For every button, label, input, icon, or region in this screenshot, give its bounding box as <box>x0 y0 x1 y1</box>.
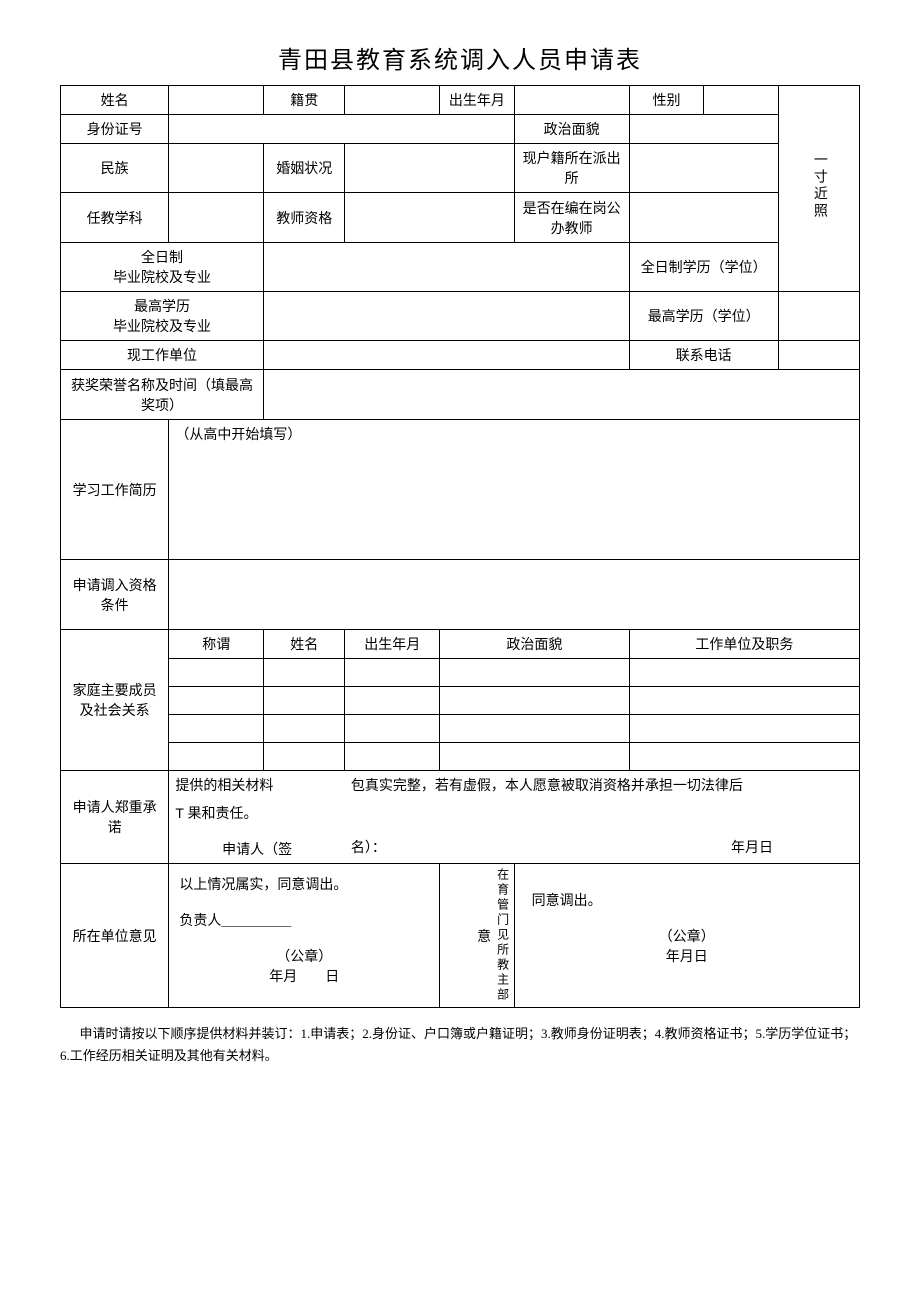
value-teachercert[interactable] <box>345 193 514 243</box>
dept-date: 年月日 <box>666 950 708 965</box>
unit-seal: （公章） <box>276 950 332 965</box>
form-title: 青田县教育系统调入人员申请表 <box>60 40 860 75</box>
value-id[interactable] <box>169 115 514 144</box>
label-resume: 学习工作简历 <box>61 420 169 560</box>
label-id: 身份证号 <box>61 115 169 144</box>
photo-slot: 一寸近照 <box>778 86 859 292</box>
value-unit[interactable] <box>264 341 630 370</box>
value-phone[interactable] <box>778 341 859 370</box>
submission-notes: 申请时请按以下顺序提供材料并装订：1.申请表；2.身份证、户口簿或户籍证明；3.… <box>60 1023 860 1067</box>
promise-text: 包真实完整，若有虚假，本人愿意被取消资格并承担一切法律后 <box>345 771 860 800</box>
application-form: 姓名 籍贯 出生年月 性别 一寸近照 身份证号 政治面貌 民族 婚姻状况 现户籍… <box>60 85 860 1008</box>
label-fampol: 政治面貌 <box>440 630 630 659</box>
label-unit: 现工作单位 <box>61 341 264 370</box>
label-teachercert: 教师资格 <box>264 193 345 243</box>
table-row[interactable] <box>169 687 264 715</box>
value-police[interactable] <box>629 144 778 193</box>
label-public: 是否在编在岗公办教师 <box>514 193 629 243</box>
table-row[interactable] <box>169 715 264 743</box>
value-marital[interactable] <box>345 144 514 193</box>
value-native[interactable] <box>345 86 440 115</box>
label-famname: 姓名 <box>264 630 345 659</box>
promise-text2: T 果和责任。 申请人（签 <box>169 799 345 864</box>
dept-opinion-text: 同意调出。 <box>532 894 602 909</box>
label-ethnic: 民族 <box>61 144 169 193</box>
label-highest-school: 最高学历 毕业院校及专业 <box>61 292 264 341</box>
promise-pre: 提供的相关材料 <box>169 771 345 800</box>
unit-date: 年月 日 <box>269 970 339 985</box>
table-row[interactable] <box>169 743 264 771</box>
value-ethnic[interactable] <box>169 144 264 193</box>
unit-opinion-box[interactable]: 以上情况属实，同意调出。 负责人＿＿＿＿＿ （公章） 年月 日 <box>169 864 440 1008</box>
value-birth[interactable] <box>514 86 629 115</box>
label-relation: 称谓 <box>169 630 264 659</box>
value-highest-school[interactable] <box>264 292 630 341</box>
label-unit-opinion: 所在单位意见 <box>61 864 169 1008</box>
label-dept-opinion: 意 在育管门见所教主部 <box>440 864 514 1008</box>
label-awards: 获奖荣誉名称及时间（填最高奖项） <box>61 370 264 420</box>
value-political[interactable] <box>629 115 778 144</box>
value-fulltime-school[interactable] <box>264 243 630 292</box>
value-gender[interactable] <box>704 86 778 115</box>
value-subject[interactable] <box>169 193 264 243</box>
value-name[interactable] <box>169 86 264 115</box>
label-phone: 联系电话 <box>629 341 778 370</box>
dept-seal: （公章） <box>659 930 715 945</box>
label-fulltime-school: 全日制 毕业院校及专业 <box>61 243 264 292</box>
label-family: 家庭主要成员及社会关系 <box>61 630 169 771</box>
label-birth: 出生年月 <box>440 86 514 115</box>
label-highest-degree: 最高学历（学位） <box>629 292 778 341</box>
dept-opinion-box[interactable]: 同意调出。 （公章） 年月日 <box>514 864 859 1008</box>
value-resume[interactable]: （从高中开始填写） <box>169 420 860 560</box>
label-subject: 任教学科 <box>61 193 169 243</box>
label-native: 籍贯 <box>264 86 345 115</box>
label-marital: 婚姻状况 <box>264 144 345 193</box>
table-row[interactable] <box>169 659 264 687</box>
resume-hint: （从高中开始填写） <box>175 428 301 443</box>
label-fulltime-degree: 全日制学历（学位） <box>629 243 778 292</box>
unit-manager: 负责人＿＿＿＿＿ <box>179 914 291 929</box>
value-qualification[interactable] <box>169 560 860 630</box>
label-qualification: 申请调入资格条件 <box>61 560 169 630</box>
value-public[interactable] <box>629 193 778 243</box>
promise-sign: 名）： 年月日 <box>345 799 860 864</box>
label-police: 现户籍所在派出所 <box>514 144 629 193</box>
label-fambirth: 出生年月 <box>345 630 440 659</box>
label-political: 政治面貌 <box>514 115 629 144</box>
unit-opinion-text: 以上情况属实，同意调出。 <box>179 878 347 893</box>
label-gender: 性别 <box>629 86 703 115</box>
value-awards[interactable] <box>264 370 860 420</box>
label-famunit: 工作单位及职务 <box>629 630 859 659</box>
label-name: 姓名 <box>61 86 169 115</box>
value-highest-degree[interactable] <box>778 292 859 341</box>
label-promise: 申请人郑重承诺 <box>61 771 169 864</box>
